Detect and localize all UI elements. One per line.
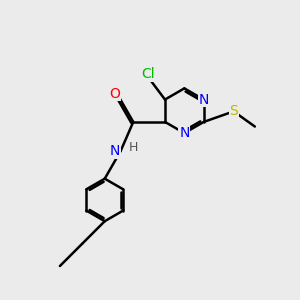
Text: Cl: Cl xyxy=(141,67,155,81)
Text: H: H xyxy=(129,141,138,154)
Text: O: O xyxy=(109,87,120,101)
Text: N: N xyxy=(199,93,209,106)
Text: N: N xyxy=(110,144,120,158)
Text: S: S xyxy=(229,104,238,118)
Text: N: N xyxy=(179,126,190,140)
